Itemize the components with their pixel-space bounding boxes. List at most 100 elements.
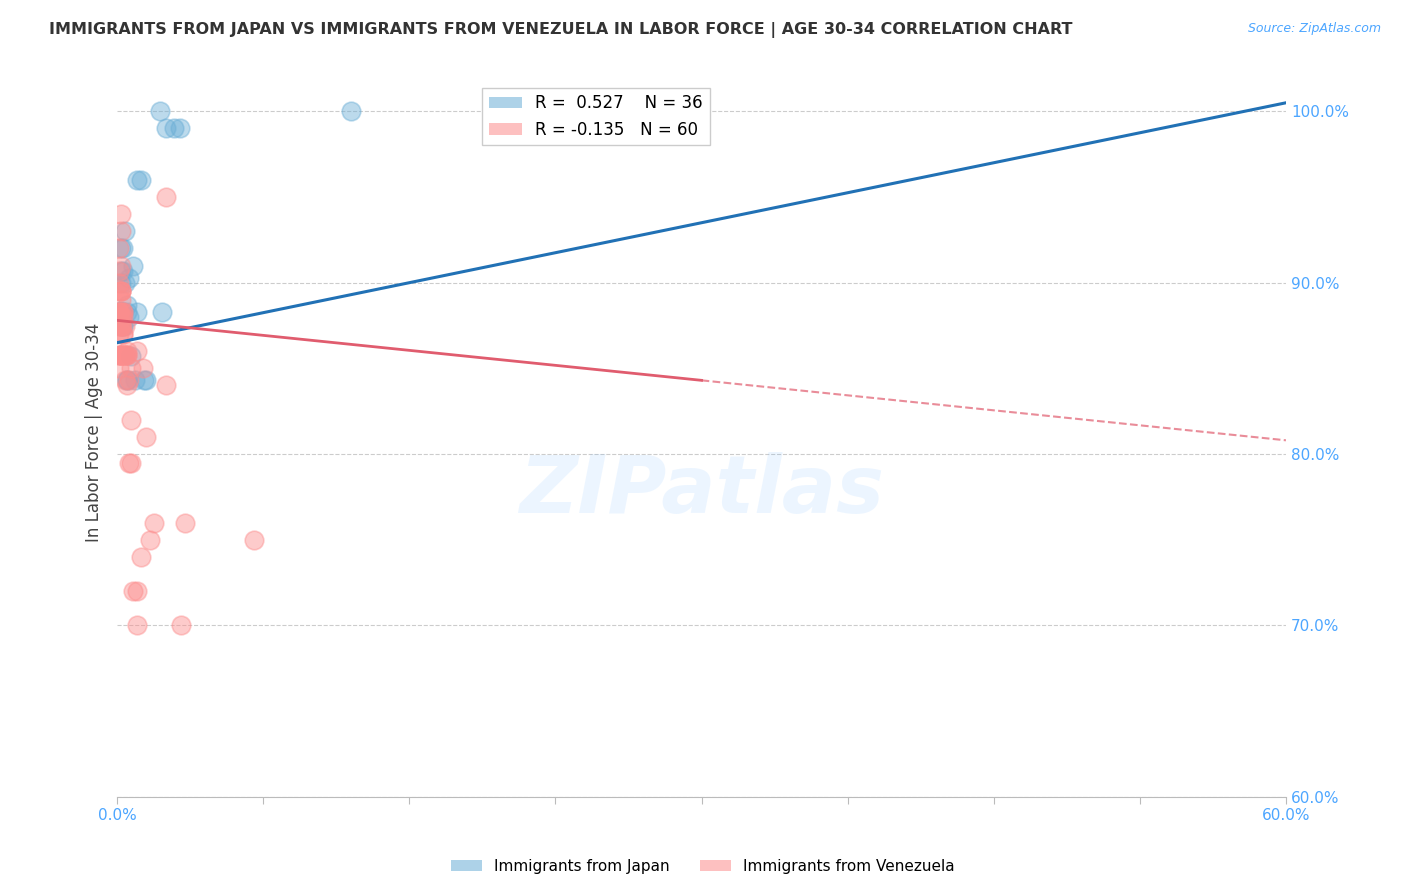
Point: [115, 305, 138, 319]
Point: [110, 310, 132, 324]
Point: [155, 378, 177, 392]
Point: [112, 310, 135, 324]
Point: [125, 173, 148, 187]
Point: [110, 305, 132, 319]
Point: [169, 121, 191, 136]
Point: [135, 430, 157, 444]
Point: [120, 350, 142, 364]
Point: [110, 224, 132, 238]
Legend: R =  0.527    N = 36, R = -0.135   N = 60: R = 0.527 N = 36, R = -0.135 N = 60: [482, 87, 710, 145]
Point: [155, 121, 177, 136]
Point: [124, 373, 146, 387]
Point: [125, 584, 148, 599]
Point: [129, 173, 152, 187]
Point: [110, 305, 132, 319]
Point: [114, 348, 136, 362]
Point: [108, 241, 131, 255]
Point: [108, 327, 131, 342]
Point: [110, 293, 132, 307]
Point: [242, 533, 264, 547]
Point: [110, 348, 132, 362]
Point: [163, 121, 186, 136]
Point: [110, 285, 132, 299]
Y-axis label: In Labor Force | Age 30-34: In Labor Force | Age 30-34: [86, 323, 103, 542]
Legend: Immigrants from Japan, Immigrants from Venezuela: Immigrants from Japan, Immigrants from V…: [446, 853, 960, 880]
Point: [115, 348, 138, 362]
Point: [108, 305, 131, 319]
Point: [110, 285, 132, 299]
Point: [131, 361, 153, 376]
Point: [114, 318, 136, 333]
Point: [110, 305, 132, 319]
Point: [112, 327, 135, 342]
Point: [115, 373, 138, 387]
Point: [125, 618, 148, 632]
Point: [110, 207, 132, 221]
Point: [114, 224, 136, 238]
Point: [114, 276, 136, 290]
Point: [118, 310, 141, 324]
Point: [110, 348, 132, 362]
Point: [125, 305, 148, 319]
Point: [149, 104, 172, 119]
Point: [114, 373, 136, 387]
Point: [108, 361, 131, 376]
Text: ZIPatlas: ZIPatlas: [519, 452, 884, 530]
Point: [110, 285, 132, 299]
Point: [108, 348, 131, 362]
Point: [112, 318, 135, 333]
Point: [112, 327, 135, 342]
Point: [112, 318, 135, 333]
Point: [340, 104, 363, 119]
Point: [120, 361, 142, 376]
Point: [110, 318, 132, 333]
Point: [115, 373, 138, 387]
Point: [115, 348, 138, 362]
Point: [115, 378, 138, 392]
Point: [150, 305, 173, 319]
Point: [112, 348, 135, 362]
Point: [110, 318, 132, 333]
Point: [112, 241, 135, 255]
Point: [110, 305, 132, 319]
Point: [112, 305, 135, 319]
Point: [170, 618, 193, 632]
Point: [108, 318, 131, 333]
Point: [108, 263, 131, 277]
Point: [110, 259, 132, 273]
Text: Source: ZipAtlas.com: Source: ZipAtlas.com: [1247, 22, 1381, 36]
Point: [110, 241, 132, 255]
Point: [114, 348, 136, 362]
Point: [112, 305, 135, 319]
Point: [125, 344, 148, 359]
Point: [108, 305, 131, 319]
Point: [129, 549, 152, 564]
Point: [110, 348, 132, 362]
Point: [108, 305, 131, 319]
Point: [174, 516, 197, 530]
Point: [112, 305, 135, 319]
Point: [108, 305, 131, 319]
Point: [135, 373, 157, 387]
Point: [118, 373, 141, 387]
Point: [121, 259, 143, 273]
Point: [108, 276, 131, 290]
Point: [110, 276, 132, 290]
Point: [108, 305, 131, 319]
Point: [115, 298, 138, 312]
Point: [134, 373, 156, 387]
Point: [112, 305, 135, 319]
Point: [108, 348, 131, 362]
Point: [118, 456, 141, 470]
Point: [121, 584, 143, 599]
Point: [155, 190, 177, 204]
Point: [118, 270, 141, 285]
Point: [139, 533, 162, 547]
Point: [120, 456, 142, 470]
Point: [110, 263, 132, 277]
Point: [115, 344, 138, 359]
Point: [143, 516, 166, 530]
Point: [112, 263, 135, 277]
Point: [110, 318, 132, 333]
Point: [108, 285, 131, 299]
